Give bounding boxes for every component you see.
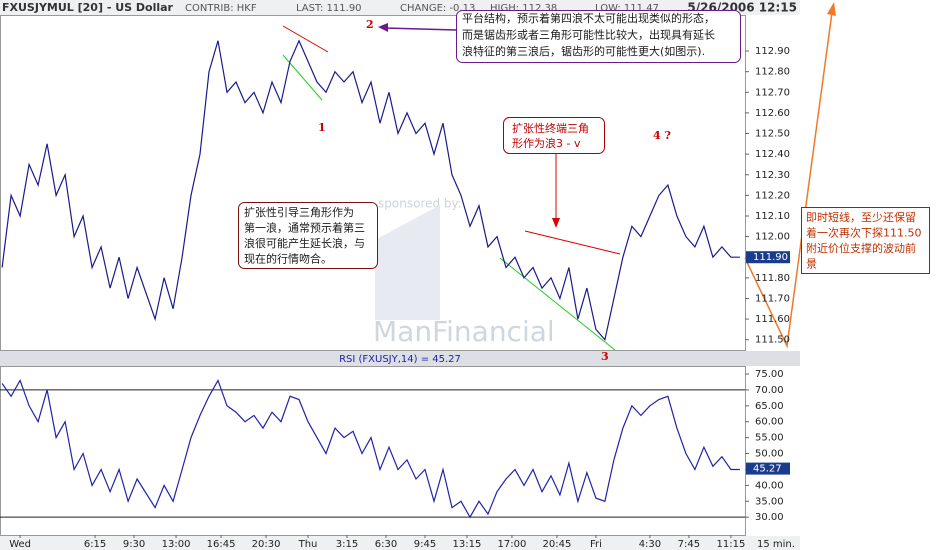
y-tick-label: 112.20	[755, 190, 790, 201]
high: HIGH: 112.38	[490, 3, 557, 14]
y-tick-label: 111.60	[755, 314, 790, 325]
y-tick-label: 50.00	[755, 449, 784, 460]
x-tick-label: Thu	[298, 539, 318, 550]
annotation-text: 平台结构，预示着第四浪不太可能出现类似的形态，	[462, 11, 715, 25]
y-tick-label: 111.50	[755, 335, 790, 346]
annotation-text: 即时短线，至少还保留	[806, 210, 916, 224]
last-value-label: 45.27	[753, 464, 782, 475]
contrib: CONTRIB: HKF	[185, 3, 257, 14]
y-tick-label: 70.00	[755, 385, 784, 396]
price-line	[1, 378, 740, 519]
annotation-text: 现在的行情吻合。	[244, 252, 332, 266]
rsi-frame	[0, 366, 746, 536]
x-tick-label: 20:45	[543, 539, 572, 550]
watermark-logo	[375, 205, 440, 320]
y-tick-label: 112.60	[755, 108, 790, 119]
x-tick-label: 3:15	[336, 539, 358, 550]
interval-label: 15 min.	[757, 539, 795, 550]
x-axis-bar	[0, 536, 800, 550]
note-box	[503, 117, 605, 154]
y-tick-label: 112.50	[755, 129, 790, 140]
last-value-badge	[746, 462, 790, 475]
annotation-text: 着一次再次下探111.50	[806, 226, 922, 240]
annotation-text: 形作为浪3 - v	[512, 136, 581, 150]
arrowhead	[552, 218, 560, 228]
y-tick-label: 60.00	[755, 417, 784, 428]
y-tick-label: 35.00	[755, 496, 784, 507]
wave-label: 1	[318, 121, 326, 134]
note-box	[238, 202, 378, 269]
annotation-text: 而是锯齿形或者三角形可能性比较大，出现具有延长	[462, 28, 715, 42]
y-tick-label: 111.80	[755, 273, 790, 284]
y-tick-label: 75.00	[755, 369, 784, 380]
annotation-text: 浪特征的第三浪后，锯齿形的可能性更大(如图示).	[462, 44, 705, 58]
change: CHANGE: -0.13	[400, 3, 475, 14]
annotation-text: 扩张性引导三角形作为	[244, 205, 354, 219]
note-box	[801, 207, 930, 274]
triangle-line	[282, 25, 329, 53]
arrow	[384, 27, 457, 31]
last-value-badge	[746, 251, 790, 264]
rsi-header	[0, 351, 800, 366]
triangle-line	[499, 257, 616, 351]
annotation-text: 第一浪，通常预示着第三	[244, 221, 365, 235]
x-tick-label: 16:45	[207, 539, 236, 550]
forecast-line	[744, 4, 834, 349]
x-tick-label: Wed	[9, 539, 31, 550]
x-tick-label: 6:15	[84, 539, 106, 550]
x-tick-label: 9:30	[123, 539, 145, 550]
wave-label: 4 ?	[653, 129, 671, 142]
y-tick-label: 112.40	[755, 149, 790, 160]
y-tick-label: 112.80	[755, 67, 790, 78]
annotation-text: 浪很可能产生延长浪，与	[244, 236, 365, 250]
y-tick-label: 65.00	[755, 401, 784, 412]
price-line	[1, 39, 740, 341]
x-tick-label: 20:30	[252, 539, 281, 550]
annotation-text: 景	[806, 258, 817, 271]
y-tick-label: 30.00	[755, 512, 784, 523]
y-tick-label: 55.00	[755, 433, 784, 444]
y-tick-label: 112.30	[755, 170, 790, 181]
y-tick-label: 40.00	[755, 480, 784, 491]
price-frame	[0, 15, 746, 351]
y-tick-label: 112.10	[755, 211, 790, 222]
low: LOW: 111.47	[595, 3, 659, 14]
y-tick-label: 111.70	[755, 293, 790, 304]
x-tick-label: 13:00	[162, 539, 191, 550]
annotation-text: 附近价位支撑的波动前	[806, 241, 916, 255]
rsi-title: RSI (FXUSJY,14) = 45.27	[339, 354, 461, 365]
last: LAST: 111.90	[296, 3, 362, 14]
wave-label: 3	[601, 350, 609, 363]
watermark-sponsor: sponsored by:	[378, 197, 462, 211]
wave-label: 2	[366, 18, 374, 31]
arrowhead	[827, 2, 836, 16]
y-tick-label: 112.70	[755, 87, 790, 98]
y-tick-label: 112.90	[755, 46, 790, 57]
arrowhead	[378, 23, 388, 32]
symbol: FXUSJYMUL [20] - US Dollar	[2, 1, 174, 14]
x-tick-label: 11:15	[716, 539, 745, 550]
x-tick-label: 13:15	[453, 539, 482, 550]
x-tick-label: 7:45	[678, 539, 700, 550]
last-value-label: 111.90	[753, 252, 788, 263]
x-tick-label: 9:45	[414, 539, 436, 550]
watermark-brand: ManFinancial	[373, 315, 555, 348]
note-box	[456, 10, 741, 63]
x-tick-label: 4:30	[639, 539, 661, 550]
x-tick-label: 6:30	[375, 539, 397, 550]
annotation-text: 扩张性终端三角	[512, 121, 589, 135]
x-tick-label: 17:00	[498, 539, 527, 550]
y-tick-label: 112.00	[755, 232, 790, 243]
x-tick-label: Fri	[590, 539, 602, 550]
triangle-line	[524, 230, 621, 255]
